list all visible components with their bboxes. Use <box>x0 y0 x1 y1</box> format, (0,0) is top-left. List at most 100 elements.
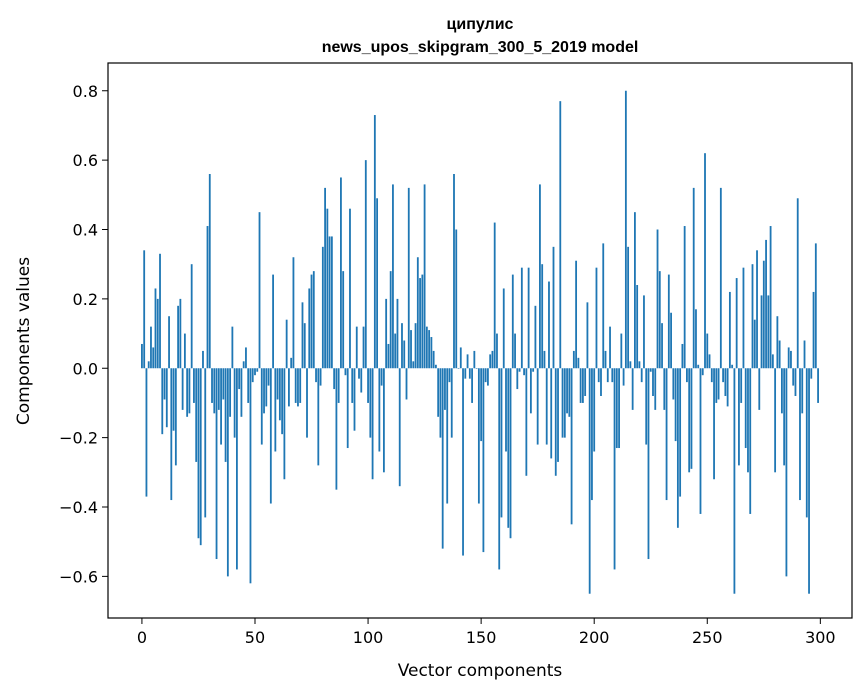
bar <box>441 368 444 549</box>
bar <box>387 343 390 369</box>
x-tick-label: 200 <box>579 628 610 647</box>
bar <box>636 285 639 369</box>
plot-frame <box>107 62 853 619</box>
bar <box>405 368 408 400</box>
bar <box>283 368 286 480</box>
bar <box>392 184 394 369</box>
bar <box>493 222 496 369</box>
bar <box>539 184 541 369</box>
bar <box>595 267 598 369</box>
bar <box>224 368 227 462</box>
bar <box>726 368 729 407</box>
bar <box>466 354 469 369</box>
bar <box>740 368 743 403</box>
bar <box>328 236 331 369</box>
bar <box>306 368 308 438</box>
bar <box>394 333 397 369</box>
bar <box>188 368 191 414</box>
bar <box>584 368 587 396</box>
bar <box>713 368 715 480</box>
bar <box>615 368 618 449</box>
bar <box>349 208 351 369</box>
bar <box>362 326 365 369</box>
bar <box>416 257 419 369</box>
bar <box>801 368 804 414</box>
x-axis-ticks: 0 50 100 150 200 250 300 <box>137 618 836 647</box>
bar <box>274 368 277 452</box>
bar <box>457 368 460 369</box>
bar <box>699 368 702 514</box>
bar <box>541 264 544 369</box>
bar <box>548 281 550 369</box>
bar <box>371 368 374 480</box>
bar <box>233 368 236 438</box>
bar <box>785 368 788 577</box>
bar <box>206 226 209 369</box>
bar <box>792 368 795 386</box>
bar <box>245 347 247 369</box>
bar <box>593 368 596 452</box>
bar <box>767 295 770 369</box>
bar <box>152 347 155 369</box>
bar <box>518 368 521 372</box>
bar <box>147 361 150 369</box>
bar <box>704 153 706 369</box>
chart-title-line-1: ципулис <box>447 16 514 33</box>
bar <box>597 368 600 383</box>
bar <box>484 368 487 383</box>
bar <box>692 187 695 369</box>
bar <box>161 368 164 435</box>
bar <box>749 368 752 514</box>
bar <box>439 368 442 438</box>
bar <box>254 368 256 376</box>
bar <box>301 302 304 369</box>
bar <box>222 368 225 400</box>
bar <box>545 368 548 445</box>
bar <box>787 347 790 369</box>
x-tick-label: 50 <box>245 628 265 647</box>
bar <box>382 368 385 473</box>
bar <box>181 368 184 410</box>
bar <box>453 174 455 369</box>
bar <box>340 177 342 369</box>
bar <box>708 354 711 369</box>
bar <box>337 368 340 403</box>
bar <box>600 368 602 396</box>
bar <box>195 368 198 462</box>
bar <box>527 267 530 369</box>
bar <box>398 368 401 487</box>
bar <box>475 368 478 369</box>
bar <box>242 361 245 369</box>
bar <box>710 368 713 383</box>
bar <box>213 368 216 414</box>
bar <box>403 340 406 369</box>
bar <box>505 368 507 452</box>
bar <box>143 250 146 369</box>
bar <box>511 274 514 369</box>
x-axis-label: Vector components <box>398 661 563 681</box>
bar <box>554 368 557 476</box>
bar <box>376 198 379 369</box>
bar <box>355 326 358 369</box>
y-tick-label: 0.6 <box>73 151 98 170</box>
bar <box>358 368 360 379</box>
bar <box>667 274 670 369</box>
bar <box>423 184 426 369</box>
bar <box>396 298 399 369</box>
bar <box>758 368 761 410</box>
bar <box>717 368 720 400</box>
bar <box>724 368 727 396</box>
bar <box>471 368 473 403</box>
bar <box>735 278 738 369</box>
bar <box>620 333 623 369</box>
bar <box>765 239 767 369</box>
bar <box>794 368 797 396</box>
bar <box>719 187 722 369</box>
bar <box>333 368 336 390</box>
bar <box>208 174 211 369</box>
bar <box>410 330 412 369</box>
bar <box>814 243 817 369</box>
bar <box>389 271 392 369</box>
bar <box>437 368 440 417</box>
bar <box>681 343 684 369</box>
